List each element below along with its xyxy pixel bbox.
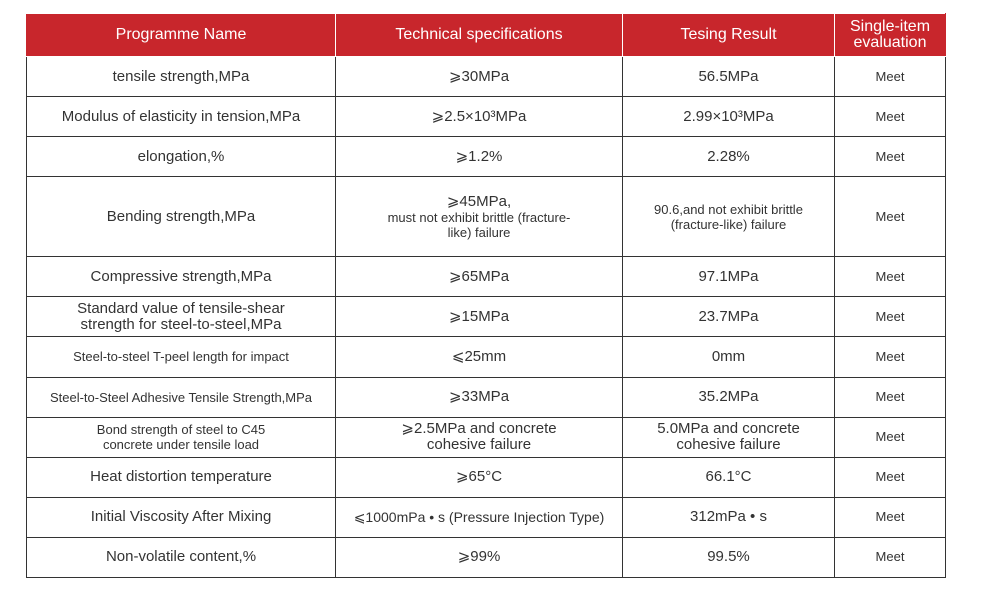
programme-name-cell: tensile strength,MPa xyxy=(26,55,336,98)
table-row: Non-volatile content,% ⩾99% 99.5% Meet xyxy=(26,536,946,579)
header-single-item-evaluation: Single-item evaluation xyxy=(834,13,946,57)
spec-main-text: ⩾45MPa, xyxy=(446,192,512,210)
evaluation-cell: Meet xyxy=(834,176,946,258)
table-row: Initial Viscosity After Mixing ⩽1000mPa … xyxy=(26,496,946,538)
spec-cell: ⩾2.5×10³MPa xyxy=(335,96,623,138)
spec-cell: ⩾65MPa xyxy=(335,256,623,298)
spec-cell: ⩽1000mPa • s (Pressure Injection Type) xyxy=(335,496,623,538)
result-cell: 312mPa • s xyxy=(622,496,835,538)
result-cell: 0mm xyxy=(622,336,835,378)
table-row: Bond strength of steel to C45 concrete u… xyxy=(26,416,946,458)
result-cell: 2.28% xyxy=(622,136,835,178)
programme-name-cell: Heat distortion temperature xyxy=(26,456,336,498)
evaluation-cell: Meet xyxy=(834,96,946,138)
spec-cell: ⩽25mm xyxy=(335,336,623,378)
table-row: Standard value of tensile-shear strength… xyxy=(26,296,946,338)
table-row: Compressive strength,MPa ⩾65MPa 97.1MPa … xyxy=(26,256,946,298)
header-testing-result: Tesing Result xyxy=(622,13,835,57)
programme-name-cell: Modulus of elasticity in tension,MPa xyxy=(26,96,336,138)
result-cell: 35.2MPa xyxy=(622,376,835,418)
evaluation-cell: Meet xyxy=(834,136,946,178)
programme-name-cell: Bending strength,MPa xyxy=(26,176,336,258)
evaluation-cell: Meet xyxy=(834,536,946,579)
table-row: Bending strength,MPa ⩾45MPa, must not ex… xyxy=(26,176,946,258)
evaluation-cell: Meet xyxy=(834,296,946,338)
evaluation-cell: Meet xyxy=(834,336,946,378)
test-results-table: Programme Name Technical specifications … xyxy=(26,13,946,579)
table-row: elongation,% ⩾1.2% 2.28% Meet xyxy=(26,136,946,178)
spec-sub-text: must not exhibit brittle (fracture-like)… xyxy=(387,209,571,240)
evaluation-cell: Meet xyxy=(834,55,946,98)
result-cell: 90.6,and not exhibit brittle (fracture-l… xyxy=(622,176,835,258)
spec-cell: ⩾15MPa xyxy=(335,296,623,338)
evaluation-cell: Meet xyxy=(834,376,946,418)
table-row: Heat distortion temperature ⩾65°C 66.1°C… xyxy=(26,456,946,498)
programme-name-cell: Steel-to-Steel Adhesive Tensile Strength… xyxy=(26,376,336,418)
programme-name-cell: Initial Viscosity After Mixing xyxy=(26,496,336,538)
evaluation-cell: Meet xyxy=(834,256,946,298)
programme-name-cell: Steel-to-steel T-peel length for impact xyxy=(26,336,336,378)
spec-cell: ⩾1.2% xyxy=(335,136,623,178)
table-row: Steel-to-Steel Adhesive Tensile Strength… xyxy=(26,376,946,418)
programme-name-cell: Compressive strength,MPa xyxy=(26,256,336,298)
programme-name-cell: Standard value of tensile-shear strength… xyxy=(26,296,336,338)
result-cell: 2.99×10³MPa xyxy=(622,96,835,138)
result-cell: 23.7MPa xyxy=(622,296,835,338)
spec-cell: ⩾99% xyxy=(335,536,623,579)
result-cell: 66.1°C xyxy=(622,456,835,498)
result-cell: 5.0MPa and concrete cohesive failure xyxy=(622,416,835,458)
evaluation-cell: Meet xyxy=(834,496,946,538)
spec-cell: ⩾45MPa, must not exhibit brittle (fractu… xyxy=(335,176,623,258)
table-row: Modulus of elasticity in tension,MPa ⩾2.… xyxy=(26,96,946,138)
evaluation-cell: Meet xyxy=(834,416,946,458)
result-cell: 56.5MPa xyxy=(622,55,835,98)
result-cell: 99.5% xyxy=(622,536,835,579)
programme-name-cell: Bond strength of steel to C45 concrete u… xyxy=(26,416,336,458)
header-programme-name: Programme Name xyxy=(26,13,336,57)
table-row: Steel-to-steel T-peel length for impact … xyxy=(26,336,946,378)
spec-cell: ⩾65°C xyxy=(335,456,623,498)
header-row: Programme Name Technical specifications … xyxy=(26,13,946,57)
spec-cell: ⩾30MPa xyxy=(335,55,623,98)
spec-cell: ⩾33MPa xyxy=(335,376,623,418)
spec-cell: ⩾2.5MPa and concrete cohesive failure xyxy=(335,416,623,458)
table-row: tensile strength,MPa ⩾30MPa 56.5MPa Meet xyxy=(26,55,946,98)
programme-name-cell: Non-volatile content,% xyxy=(26,536,336,579)
result-cell: 97.1MPa xyxy=(622,256,835,298)
header-technical-specifications: Technical specifications xyxy=(335,13,623,57)
evaluation-cell: Meet xyxy=(834,456,946,498)
programme-name-cell: elongation,% xyxy=(26,136,336,178)
